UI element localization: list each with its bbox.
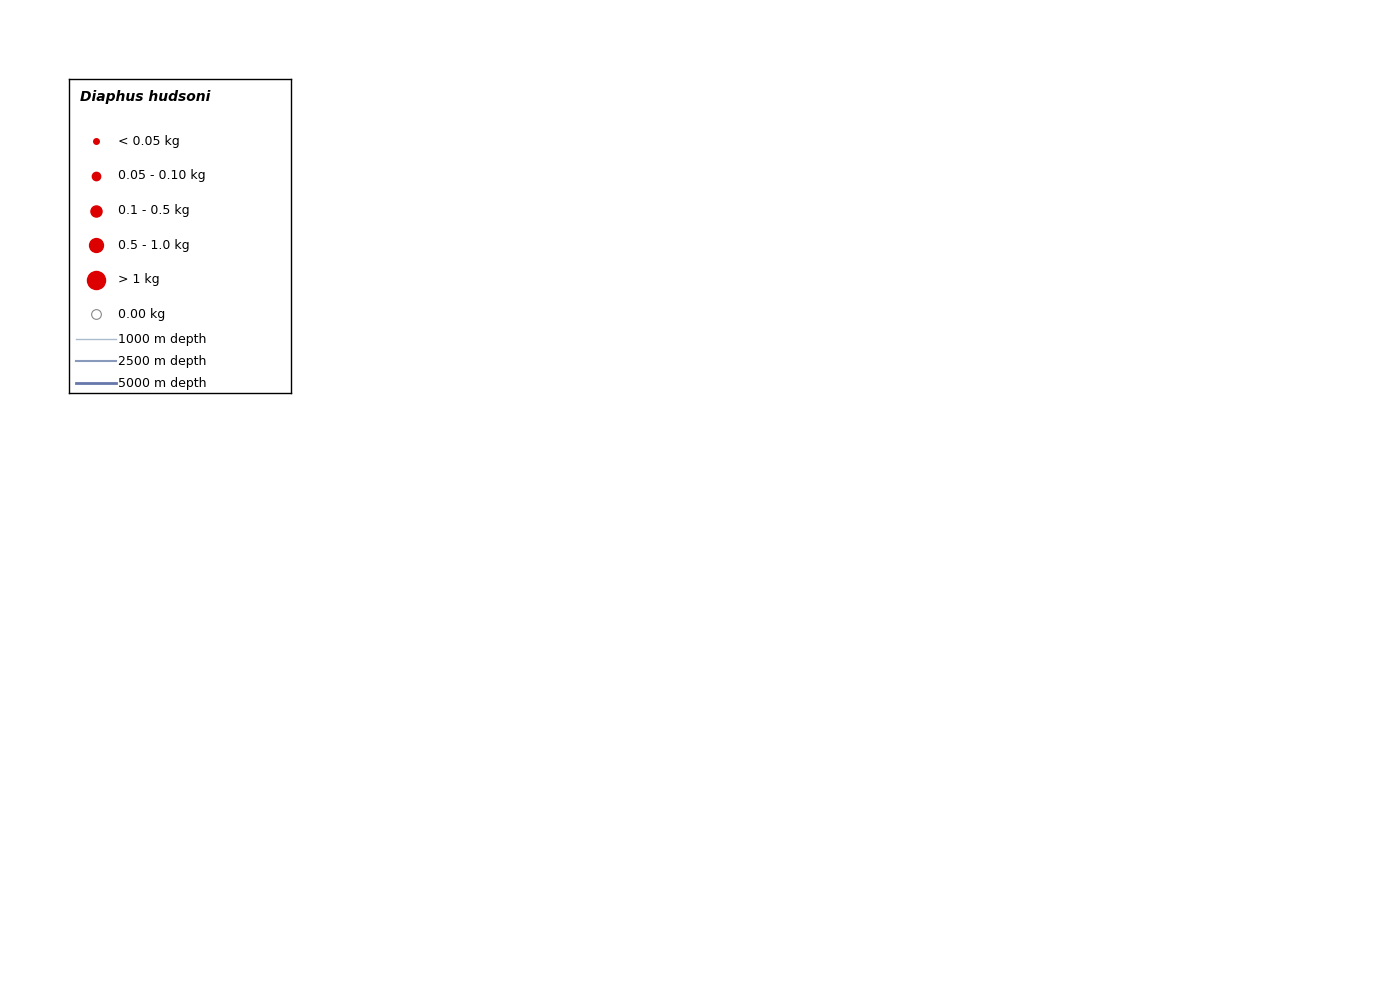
Text: 0.5 - 1.0 kg: 0.5 - 1.0 kg <box>118 239 190 251</box>
Text: 0.00 kg: 0.00 kg <box>118 307 165 321</box>
Text: Diaphus hudsoni: Diaphus hudsoni <box>80 89 210 103</box>
Text: > 1 kg: > 1 kg <box>118 273 159 286</box>
Text: 0.1 - 0.5 kg: 0.1 - 0.5 kg <box>118 204 190 217</box>
Text: 5000 m depth: 5000 m depth <box>118 377 206 390</box>
Text: < 0.05 kg: < 0.05 kg <box>118 135 180 148</box>
Text: 1000 m depth: 1000 m depth <box>118 333 206 346</box>
Text: 0.05 - 0.10 kg: 0.05 - 0.10 kg <box>118 170 206 183</box>
Text: 2500 m depth: 2500 m depth <box>118 355 206 368</box>
